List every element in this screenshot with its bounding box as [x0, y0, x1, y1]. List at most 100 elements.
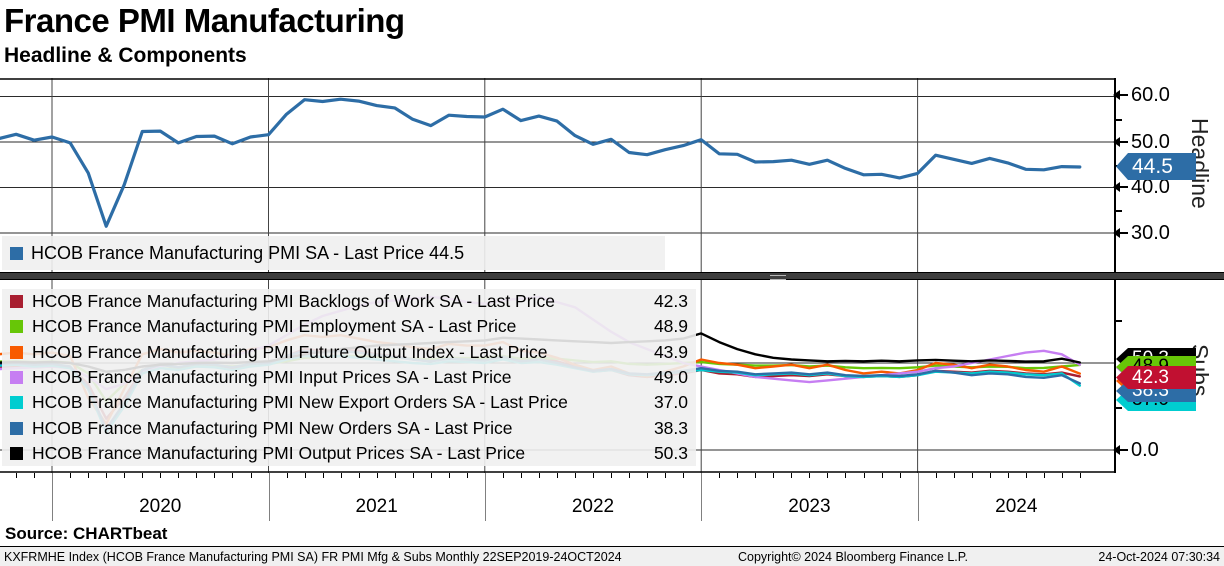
x-month-tick [538, 473, 540, 478]
series-swatch [10, 421, 23, 435]
year-label-2023: 2023 [788, 496, 831, 517]
x-month-tick [178, 473, 180, 478]
series-swatch [10, 370, 23, 384]
x-month-tick [665, 473, 667, 478]
x-month-tick [755, 473, 757, 478]
y-tick-60: 60.0 [1113, 83, 1170, 106]
headline-legend[interactable]: HCOB France Manufacturing PMI SA - Last … [2, 236, 665, 270]
x-month-tick [863, 473, 865, 478]
legend-value: 43.9 [653, 341, 688, 362]
year-label-2020: 2020 [139, 496, 182, 517]
y-tick-label: 60.0 [1131, 83, 1170, 106]
x-month-tick [935, 473, 937, 478]
legend-value: 50.3 [653, 442, 688, 463]
x-month-tick [899, 473, 901, 478]
legend-row-employment[interactable]: HCOB France Manufacturing PMI Employment… [10, 314, 688, 339]
x-month-tick [16, 473, 18, 478]
panel-divider[interactable] [0, 272, 1224, 280]
x-month-tick [845, 473, 847, 478]
legend-label: HCOB France Manufacturing PMI Employment… [32, 316, 517, 337]
x-month-tick [809, 473, 811, 478]
legend-value: 49.0 [653, 366, 688, 387]
x-month-tick [989, 473, 991, 478]
legend-row-input-prices[interactable]: HCOB France Manufacturing PMI Input Pric… [10, 365, 688, 390]
x-month-tick [557, 473, 558, 478]
series-swatch [10, 345, 23, 359]
x-month-tick [88, 473, 90, 478]
footer-timestamp: 24-Oct-2024 07:30:34 [1098, 550, 1220, 564]
x-month-tick [106, 473, 108, 478]
x-month-tick [881, 473, 883, 478]
headline-last-price-badge: 44.5 [1116, 153, 1196, 180]
footer-bar: KXFRMHE Index (HCOB France Manufacturing… [0, 546, 1224, 566]
x-month-tick [683, 473, 685, 478]
footer-copyright: Copyright© 2024 Bloomberg Finance L.P. [738, 550, 968, 564]
tick-arrow-icon [1113, 228, 1128, 238]
legend-label: HCOB France Manufacturing PMI Output Pri… [32, 442, 526, 463]
tick-arrow-icon [1113, 137, 1128, 147]
x-month-tick [70, 473, 72, 478]
x-month-tick [629, 473, 631, 478]
x-month-tick [250, 473, 252, 478]
y-tick-50: 50.0 [1113, 130, 1170, 153]
subs-legend: HCOB France Manufacturing PMI Backlogs o… [2, 289, 696, 466]
x-month-tick [737, 473, 739, 478]
legend-label: HCOB France Manufacturing PMI Input Pric… [32, 366, 512, 387]
year-label-2022: 2022 [571, 496, 615, 517]
series-swatch [10, 295, 23, 309]
x-month-tick [322, 473, 324, 478]
series-swatch [10, 396, 23, 410]
x-month-tick [611, 473, 613, 478]
x-month-tick [214, 473, 216, 478]
legend-label: HCOB France Manufacturing PMI Backlogs o… [32, 291, 555, 312]
x-month-tick [304, 473, 306, 478]
legend-row-new-export-orders[interactable]: HCOB France Manufacturing PMI New Export… [10, 390, 688, 415]
x-month-tick [520, 473, 522, 478]
page-subtitle: Headline & Components [4, 44, 247, 67]
x-month-tick [1079, 473, 1081, 478]
x-month-tick [593, 473, 594, 478]
x-month-tick [358, 473, 360, 478]
x-month-tick [502, 473, 504, 478]
x-month-tick [953, 473, 955, 478]
divider-grip-icon[interactable] [770, 275, 786, 280]
legend-label: HCOB France Manufacturing PMI New Orders… [32, 417, 513, 438]
x-month-tick [827, 473, 829, 478]
x-month-tick [1061, 473, 1063, 478]
series-swatch [10, 446, 23, 460]
x-month-tick [160, 473, 162, 478]
tick-arrow-icon [1113, 90, 1128, 100]
y-tick-30: 30.0 [1113, 222, 1170, 244]
x-month-tick [376, 473, 378, 478]
y-tick-label: 40.0 [1131, 175, 1170, 198]
headline-chart-plot[interactable] [0, 78, 1115, 273]
footer-security-info: KXFRMHE Index (HCOB France Manufacturing… [4, 550, 622, 564]
year-separator [917, 473, 919, 521]
y-minor-tick [1115, 210, 1122, 212]
x-month-tick [286, 473, 288, 478]
headline-series-swatch [10, 246, 23, 260]
x-month-tick [791, 473, 793, 478]
x-month-tick [124, 473, 126, 478]
year-label-2024: 2024 [995, 496, 1038, 517]
year-label-2021: 2021 [355, 496, 398, 517]
legend-row-output-prices[interactable]: HCOB France Manufacturing PMI Output Pri… [10, 441, 688, 466]
x-month-tick [448, 473, 450, 478]
page-title: France PMI Manufacturing [4, 2, 405, 39]
year-separator [52, 473, 53, 521]
x-month-tick [394, 473, 396, 478]
legend-value: 48.9 [653, 316, 688, 337]
legend-row-future-output[interactable]: HCOB France Manufacturing PMI Future Out… [10, 340, 688, 365]
legend-row-backlogs[interactable]: HCOB France Manufacturing PMI Backlogs o… [10, 289, 688, 314]
x-month-tick [773, 473, 775, 478]
legend-row-new-orders[interactable]: HCOB France Manufacturing PMI New Orders… [10, 415, 688, 440]
x-month-tick [430, 473, 432, 478]
x-month-tick [1043, 473, 1045, 478]
x-month-tick [232, 473, 234, 478]
x-month-tick [196, 473, 198, 478]
year-separator [268, 473, 270, 521]
y-tick-0: 0.0 [1113, 439, 1159, 461]
tick-arrow-icon [1113, 182, 1128, 192]
y-tick-label: 50.0 [1131, 130, 1170, 153]
